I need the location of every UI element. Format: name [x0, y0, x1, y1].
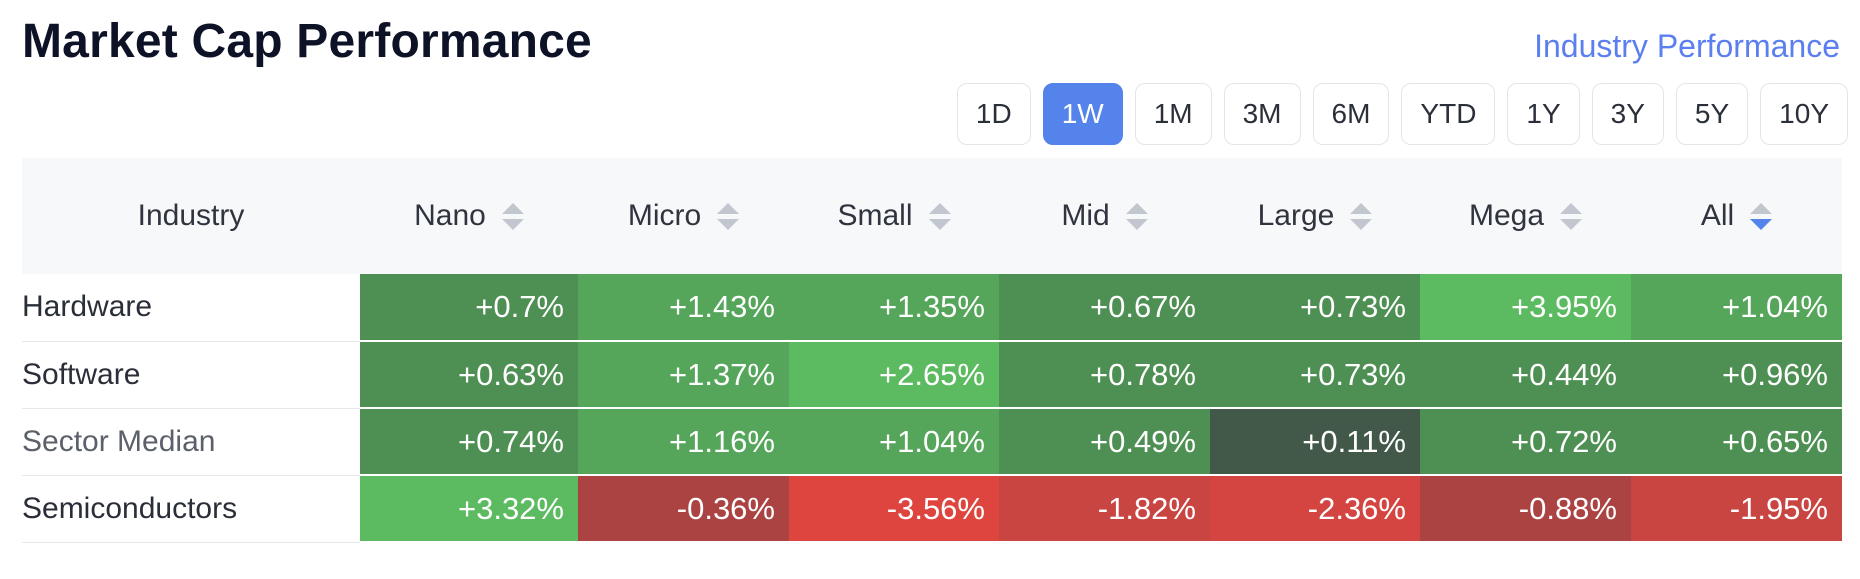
- page-title: Market Cap Performance: [22, 15, 592, 68]
- column-header-label: Nano: [414, 199, 486, 232]
- column-header-mid[interactable]: Mid: [999, 158, 1210, 274]
- performance-cell: +1.35%: [789, 274, 999, 342]
- column-header-label: Industry: [137, 199, 245, 232]
- column-header-label: All: [1700, 199, 1735, 232]
- range-button-1m[interactable]: 1M: [1134, 83, 1212, 145]
- performance-cell: +1.04%: [1631, 274, 1842, 342]
- performance-cell: +0.78%: [999, 341, 1210, 409]
- industry-performance-link[interactable]: Industry Performance: [1534, 28, 1840, 64]
- range-button-ytd[interactable]: YTD: [1401, 83, 1496, 145]
- range-button-10y[interactable]: 10Y: [1760, 83, 1848, 145]
- performance-cell: +0.11%: [1210, 408, 1420, 476]
- range-button-3m[interactable]: 3M: [1223, 83, 1301, 145]
- performance-cell: -1.95%: [1631, 475, 1842, 543]
- table-header-row: Industry Nano Micro Small Mid Large Mega All: [22, 158, 1842, 274]
- sort-icon[interactable]: [501, 202, 524, 230]
- performance-cell: -2.36%: [1210, 475, 1420, 543]
- range-button-5y[interactable]: 5Y: [1675, 83, 1749, 145]
- time-range-selector: 1D 1W 1M 3M 6M YTD 1Y 3Y 5Y 10Y: [956, 83, 1848, 147]
- performance-cell: +0.74%: [360, 408, 578, 476]
- column-header-nano[interactable]: Nano: [360, 158, 578, 274]
- table-body: Hardware +0.7% +1.43% +1.35% +0.67% +0.73% +3.…: [22, 274, 1842, 543]
- column-header-all[interactable]: All: [1631, 158, 1842, 274]
- sort-icon[interactable]: [1125, 202, 1148, 230]
- sort-icon[interactable]: [1350, 202, 1373, 230]
- range-button-1y[interactable]: 1Y: [1507, 83, 1580, 145]
- performance-cell: +0.73%: [1210, 341, 1420, 409]
- performance-cell: +0.65%: [1631, 408, 1842, 476]
- performance-cell: -1.82%: [999, 475, 1210, 543]
- performance-cell: +3.95%: [1420, 274, 1631, 342]
- performance-cell: +0.44%: [1420, 341, 1631, 409]
- sort-icon[interactable]: [1560, 202, 1583, 230]
- column-header-small[interactable]: Small: [789, 158, 999, 274]
- sort-icon[interactable]: [717, 202, 740, 230]
- industry-name[interactable]: Sector Median: [22, 408, 360, 476]
- performance-cell: -3.56%: [789, 475, 999, 543]
- performance-cell: +0.49%: [999, 408, 1210, 476]
- performance-cell: +1.16%: [578, 408, 789, 476]
- table-row: Sector Median +0.74% +1.16% +1.04% +0.49% +0.…: [22, 408, 1842, 476]
- column-header-micro[interactable]: Micro: [578, 158, 789, 274]
- performance-cell: +0.72%: [1420, 408, 1631, 476]
- column-header-label: Large: [1257, 199, 1335, 232]
- performance-cell: +0.63%: [360, 341, 578, 409]
- performance-cell: -0.88%: [1420, 475, 1631, 543]
- industry-name[interactable]: Hardware: [22, 274, 360, 342]
- range-button-1d[interactable]: 1D: [956, 83, 1031, 145]
- sort-icon[interactable]: [928, 202, 951, 230]
- table-row: Software +0.63% +1.37% +2.65% +0.78% +0.73% +0…: [22, 341, 1842, 409]
- performance-cell: +2.65%: [789, 341, 999, 409]
- column-header-industry: Industry: [22, 158, 360, 274]
- performance-cell: +0.96%: [1631, 341, 1842, 409]
- range-button-1w[interactable]: 1W: [1042, 83, 1123, 145]
- performance-cell: +1.43%: [578, 274, 789, 342]
- table-row: Hardware +0.7% +1.43% +1.35% +0.67% +0.73% +3.…: [22, 274, 1842, 342]
- range-button-3y[interactable]: 3Y: [1591, 83, 1664, 145]
- column-header-mega[interactable]: Mega: [1420, 158, 1631, 274]
- performance-cell: +0.7%: [360, 274, 578, 342]
- performance-cell: +1.04%: [789, 408, 999, 476]
- performance-cell: +3.32%: [360, 475, 578, 543]
- performance-cell: -0.36%: [578, 475, 789, 543]
- column-header-label: Mega: [1468, 199, 1545, 232]
- column-header-label: Micro: [627, 199, 702, 232]
- column-header-large[interactable]: Large: [1210, 158, 1420, 274]
- column-header-label: Small: [837, 199, 913, 232]
- sort-icon[interactable]: [1750, 202, 1773, 230]
- column-header-label: Mid: [1061, 199, 1110, 232]
- performance-table: Industry Nano Micro Small Mid Large Mega All Ha…: [22, 158, 1842, 543]
- performance-cell: +1.37%: [578, 341, 789, 409]
- table-row: Semiconductors +3.32% -0.36% -3.56% -1.82% -2…: [22, 475, 1842, 543]
- performance-cell: +0.67%: [999, 274, 1210, 342]
- industry-name[interactable]: Semiconductors: [22, 475, 360, 543]
- range-button-6m[interactable]: 6M: [1312, 83, 1390, 145]
- industry-name[interactable]: Software: [22, 341, 360, 409]
- performance-cell: +0.73%: [1210, 274, 1420, 342]
